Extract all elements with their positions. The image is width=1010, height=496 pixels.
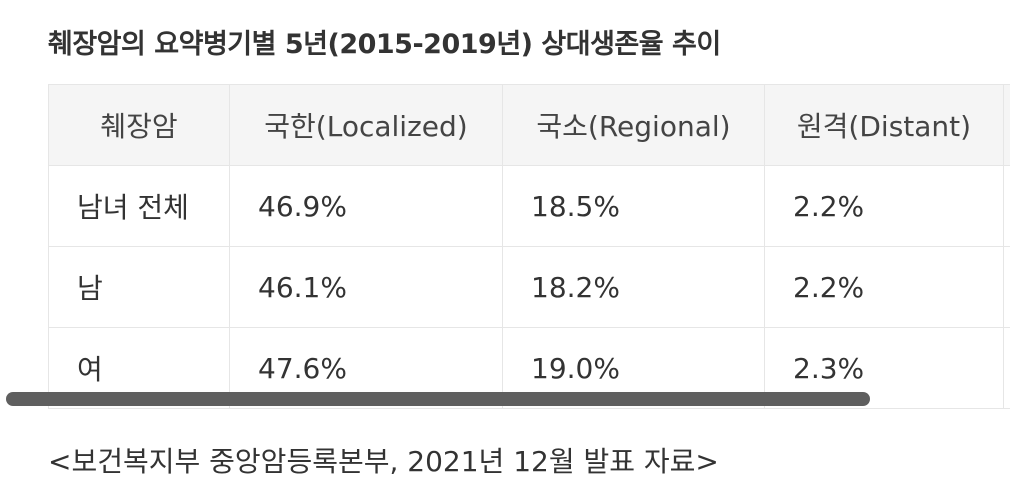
- cell-overflow: [1003, 327, 1010, 409]
- table-row: 남 46.1% 18.2% 2.2%: [48, 246, 1010, 328]
- row-label-male: 남: [48, 246, 230, 328]
- header-cancer-type: 췌장암: [48, 84, 230, 166]
- horizontal-scrollbar[interactable]: [6, 392, 870, 406]
- scrollbar-thumb[interactable]: [6, 392, 870, 406]
- page-title: 췌장암의 요약병기별 5년(2015-2019년) 상대생존율 추이: [48, 29, 721, 60]
- cell-regional: 18.5%: [502, 165, 765, 247]
- cell-localized: 46.1%: [229, 246, 503, 328]
- cell-regional: 18.2%: [502, 246, 765, 328]
- header-overflow-column: [1003, 84, 1010, 166]
- header-regional: 국소(Regional): [502, 84, 765, 166]
- row-label-all: 남녀 전체: [48, 165, 230, 247]
- header-distant: 원격(Distant): [764, 84, 1004, 166]
- cell-localized: 46.9%: [229, 165, 503, 247]
- table-header-row: 췌장암 국한(Localized) 국소(Regional) 원격(Distan…: [48, 84, 1010, 166]
- cell-overflow: [1003, 165, 1010, 247]
- header-localized: 국한(Localized): [229, 84, 503, 166]
- table-row: 남녀 전체 46.9% 18.5% 2.2%: [48, 165, 1010, 247]
- survival-rate-table: 췌장암 국한(Localized) 국소(Regional) 원격(Distan…: [48, 84, 1010, 409]
- cell-overflow: [1003, 246, 1010, 328]
- survival-rate-table-scroll-container[interactable]: 췌장암 국한(Localized) 국소(Regional) 원격(Distan…: [48, 84, 1010, 409]
- cell-distant: 2.2%: [764, 165, 1004, 247]
- cell-distant: 2.2%: [764, 246, 1004, 328]
- source-citation: <보건복지부 중앙암등록본부, 2021년 12월 발표 자료>: [48, 445, 719, 478]
- table-row: 여 47.6% 19.0% 2.3%: [48, 327, 1010, 409]
